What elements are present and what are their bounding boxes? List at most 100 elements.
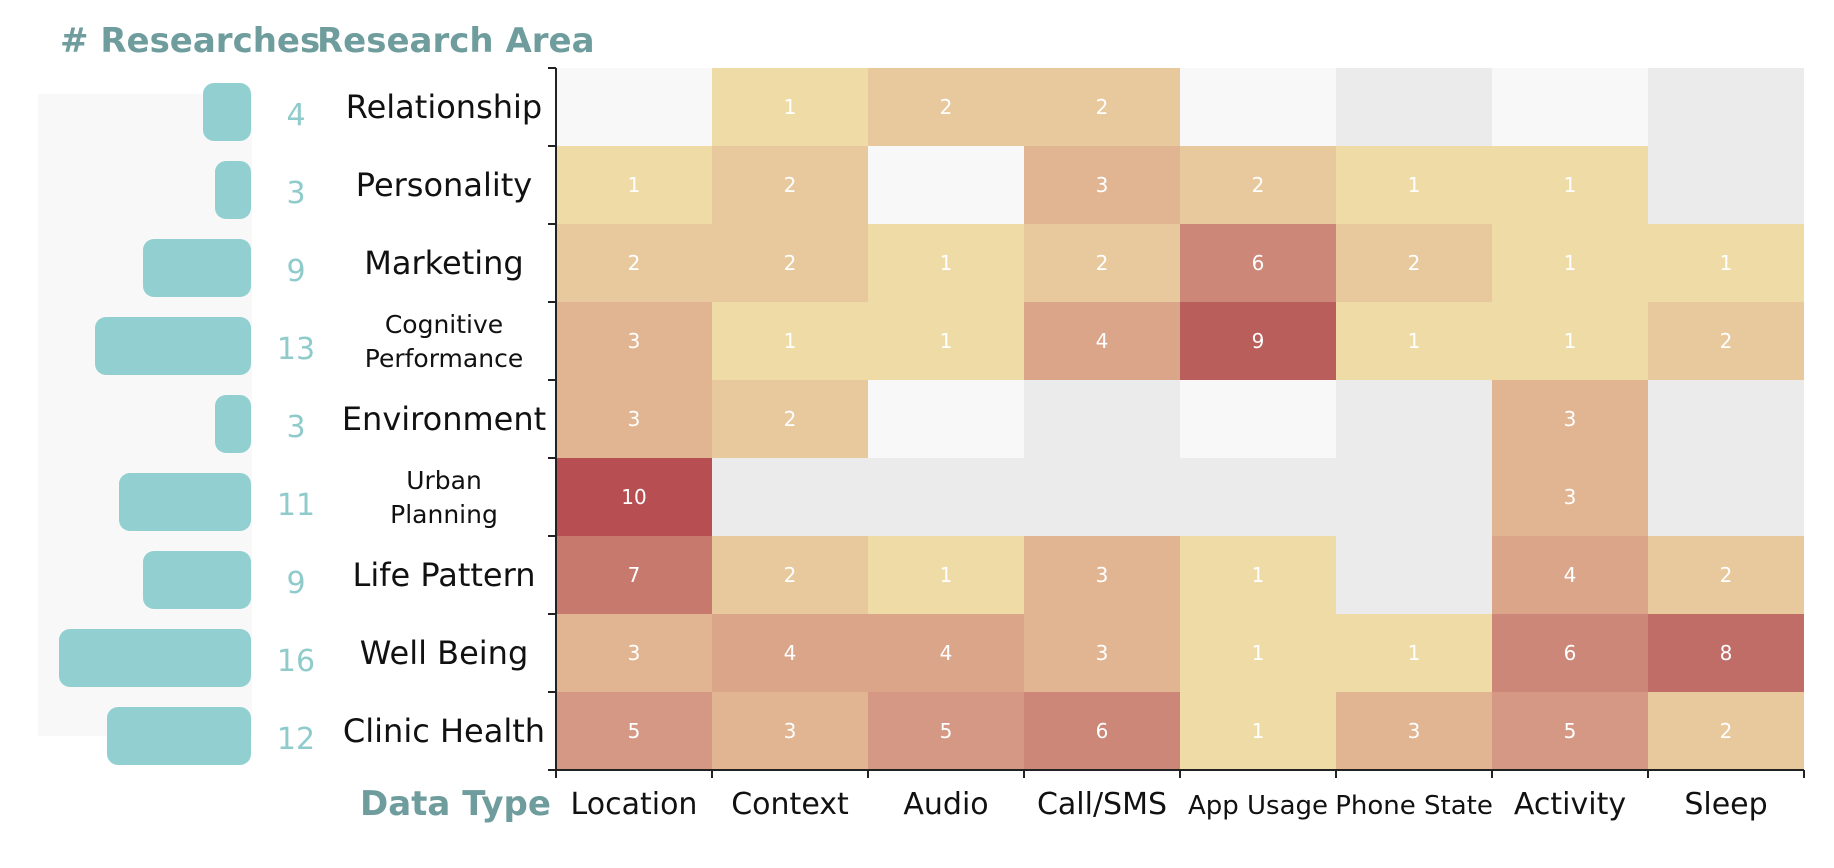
heatmap-cell [868,380,1024,458]
heatmap-cell-value: 6 [1252,251,1265,275]
research-count-label: 3 [286,176,305,211]
heatmap-cell-value: 6 [1564,641,1577,665]
heatmap-cell [1336,536,1492,614]
heatmap-cell [1648,224,1804,302]
heatmap-cell-value: 5 [628,719,641,743]
heatmap-cell-value: 3 [1096,641,1109,665]
heatmap-cell-value: 1 [784,329,797,353]
heatmap-cell [1024,536,1180,614]
heatmap-cell [712,302,868,380]
research-area-label-planning: Planning [390,500,498,529]
heatmap-cell-value: 2 [784,251,797,275]
heatmap-cell-value: 1 [628,173,641,197]
heatmap-cell [868,224,1024,302]
heatmap-cell-value: 10 [621,485,646,509]
heatmap-cell-value: 2 [628,251,641,275]
heatmap-cell-value: 2 [940,95,953,119]
heatmap-cell [1336,302,1492,380]
heatmap-cell-value: 1 [1408,329,1421,353]
heatmap-cell-value: 4 [1564,563,1577,587]
heatmap-cell [556,692,712,770]
data-type-label-phone-state: Phone State [1335,791,1493,821]
research-count-bar [95,317,251,375]
heatmap-cell [712,380,868,458]
research-count-label: 9 [286,566,305,601]
heatmap-cell [556,224,712,302]
heatmap-cell [1648,458,1804,536]
heatmap-axes [548,67,1805,778]
research-count-bars: 4 3 9 13 3 11 9 16 12 [59,83,315,765]
heatmap-cell-value: 5 [1564,719,1577,743]
research-area-label-life-pattern: Life Pattern [353,556,536,594]
research-count-label: 16 [277,644,315,679]
heatmap-cell [1024,614,1180,692]
heatmap-cell [1336,614,1492,692]
heatmap-cell-value: 1 [1564,173,1577,197]
heatmap-cells: 1 2 2 1 2 3 2 1 1 2 2 1 2 6 2 1 1 3 1 1 4 9 1 1 2 3 2 3 10 3 7 2 1 3 1 4 2 3 4… [556,68,1804,770]
heatmap-cell [556,146,712,224]
heatmap-cell [1180,614,1336,692]
heatmap-cell-value: 3 [1564,485,1577,509]
heatmap-cell [1024,380,1180,458]
heatmap-cell [1336,68,1492,146]
heatmap-cell [1180,146,1336,224]
heatmap-cell-value: 2 [1408,251,1421,275]
heatmap-cell [1180,458,1336,536]
research-count-label: 12 [277,722,315,757]
heatmap-cell [1180,68,1336,146]
heatmap-cell-value: 2 [784,407,797,431]
heatmap-cell [556,614,712,692]
heatmap-cell [1492,458,1648,536]
heatmap-cell [712,536,868,614]
research-area-label-urban: Urban [406,466,482,495]
heatmap-cell [1180,380,1336,458]
research-area-header: Research Area [317,21,595,61]
heatmap-cell-value: 3 [628,641,641,665]
heatmap-cell-value: 2 [1720,719,1733,743]
heatmap-cell-value: 1 [1408,173,1421,197]
heatmap-cell [1648,68,1804,146]
heatmap-cell [868,458,1024,536]
heatmap-cell-value: 2 [1096,251,1109,275]
heatmap-cell [1492,224,1648,302]
research-area-label-clinic-health: Clinic Health [343,712,545,750]
heatmap-cell [1180,536,1336,614]
data-type-label-activity: Activity [1514,787,1626,822]
heatmap-cell-value: 2 [1720,563,1733,587]
heatmap-cell-value: 1 [1252,563,1265,587]
heatmap-cell [1024,302,1180,380]
research-count-bar [107,707,251,765]
heatmap-cell [712,146,868,224]
heatmap-cell [556,458,712,536]
heatmap-cell-value: 3 [628,329,641,353]
heatmap-cell-value: 4 [784,641,797,665]
heatmap-cell [868,302,1024,380]
heatmap-cell [868,146,1024,224]
heatmap-cell [556,302,712,380]
heatmap-cell [1336,380,1492,458]
heatmap-cell-value: 5 [940,719,953,743]
data-type-header: Data Type [360,784,551,824]
research-count-bar [59,629,251,687]
heatmap-cell-value: 3 [784,719,797,743]
heatmap-cell-value: 1 [1720,251,1733,275]
research-count-label: 11 [277,488,315,523]
heatmap-cell-value: 1 [1564,329,1577,353]
heatmap-cell [1024,692,1180,770]
research-area-label-environment: Environment [342,400,546,438]
heatmap-cell [1336,224,1492,302]
heatmap-cell-value: 8 [1720,641,1733,665]
heatmap-cell [1492,614,1648,692]
data-type-label-app-usage: App Usage [1188,791,1328,821]
research-area-label-marketing: Marketing [364,244,523,282]
heatmap-cell-value: 1 [784,95,797,119]
research-count-bar [143,239,251,297]
heatmap-cell [868,68,1024,146]
research-area-labels: Relationship Personality Marketing Cognitiv… [342,88,546,750]
heatmap-cell [1024,458,1180,536]
heatmap-cell [712,458,868,536]
heatmap-cell [1180,692,1336,770]
heatmap-cell-value: 1 [940,251,953,275]
heatmap-cell-value: 4 [940,641,953,665]
heatmap-cell [1648,302,1804,380]
